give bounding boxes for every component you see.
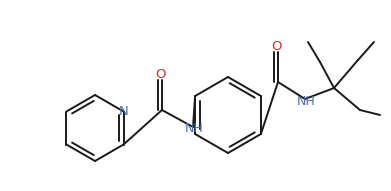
- Text: NH: NH: [297, 95, 316, 108]
- Text: O: O: [271, 40, 281, 53]
- Text: NH: NH: [185, 121, 203, 134]
- Text: O: O: [155, 67, 165, 80]
- Text: N: N: [119, 105, 129, 118]
